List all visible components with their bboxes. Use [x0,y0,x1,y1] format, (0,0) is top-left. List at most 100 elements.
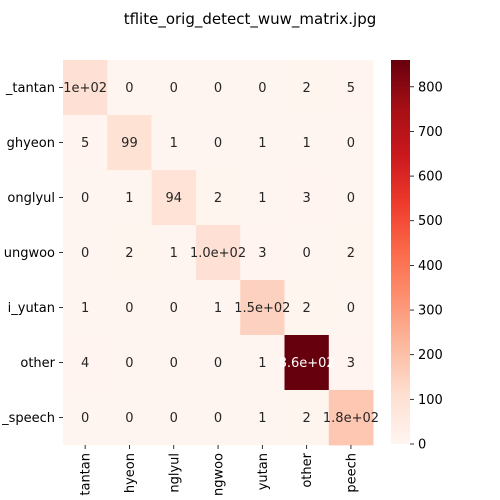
cell-value-label: 5 [347,81,355,96]
colorbar [391,60,410,444]
cell-value-label: 1 [303,136,311,151]
heatmap-cell [240,390,285,446]
cell-value-label: 3 [303,191,311,206]
heatmap-cell [151,170,197,226]
cell-value-label: 99 [121,136,138,151]
x-axis: tantan hyeon nglyul ngwoo yutan other peech [79,445,359,496]
cell-value-label: 3 [347,356,355,371]
heatmap-cell [195,225,241,281]
y-tick-label: _tantan [5,81,55,96]
heatmap-cell [107,60,152,116]
heatmap-cell [151,390,197,446]
heatmap-cells [63,60,374,446]
heatmap-cell [151,225,197,281]
cell-value-label: 1 [170,246,178,261]
heatmap-cell [240,60,285,116]
colorbar-tick-label: 0 [418,438,426,453]
cell-value-label: 0 [125,81,133,96]
cell-value-label: 0 [303,246,311,261]
heatmap-cell [195,390,241,446]
cell-value-label: 1.8e+02 [323,411,379,426]
y-tick-label: ungwoo [4,246,55,261]
heatmap-cell [240,280,285,336]
colorbar-tick-label: 400 [418,259,443,274]
cell-value-label: 0 [214,356,222,371]
heatmap-cell [63,225,108,281]
heatmap-cell [107,335,152,391]
heatmap-cell [284,170,330,226]
heatmap-cell-labels: 1e+02 0 0 0 0 2 5 5 99 1 0 1 1 0 0 1 94 2 1 3 0 0 2 1 1.0e+02 3 0 2… [63,81,379,426]
colorbar-axis: 0 100 200 300 400 500 600 700 800 [410,80,443,453]
cell-value-label: 0 [214,136,222,151]
y-tick-label: i_yutan [8,301,55,316]
colorbar-tick-label: 200 [418,348,443,363]
colorbar-tick-label: 300 [418,304,443,319]
heatmap-cell [328,390,374,446]
y-tick-label: ghyeon [7,136,55,151]
heatmap-cell [107,390,152,446]
cell-value-label: 0 [347,136,355,151]
heatmap-cell [284,115,330,171]
cell-value-label: 0 [170,356,178,371]
x-tick-label: peech [344,453,359,493]
heatmap-cell [151,115,197,171]
heatmap-cell [284,390,330,446]
cell-value-label: 1 [125,191,133,206]
heatmap-cell [63,115,108,171]
heatmap-cell [328,170,374,226]
cell-value-label: 5 [81,136,89,151]
cell-value-label: 2 [347,246,355,261]
cell-value-label: 0 [170,81,178,96]
cell-value-label: 94 [165,191,182,206]
cell-value-label: 0 [125,301,133,316]
cell-value-label: 0 [81,411,89,426]
cell-value-label: 1 [170,136,178,151]
cell-value-label: 0 [214,411,222,426]
cell-value-label: 1 [258,191,266,206]
cell-value-label: 0 [125,411,133,426]
colorbar-tick-label: 500 [418,214,443,229]
heatmap-cell [107,225,152,281]
heatmap-cell [195,280,241,336]
x-tick-label: nglyul [167,453,182,493]
y-tick-label: _speech [1,411,55,426]
colorbar-tick-label: 100 [418,393,443,408]
x-tick-label: yutan [256,453,271,490]
cell-value-label: 0 [170,301,178,316]
heatmap-cell [284,225,330,281]
heatmap-cell [63,170,108,226]
heatmap-cell [63,280,108,336]
heatmap-cell [284,335,330,391]
heatmap-cell [328,60,374,116]
cell-value-label: 0 [81,246,89,261]
cell-value-label: 1.5e+02 [234,301,290,316]
heatmap-cell [240,335,285,391]
cell-value-label: 4 [81,356,89,371]
heatmap-cell [328,335,374,391]
cell-value-label: 1 [81,301,89,316]
heatmap-cell [328,280,374,336]
colorbar-tick-label: 700 [418,125,443,140]
cell-value-label: 1 [258,356,266,371]
heatmap-cell [240,225,285,281]
heatmap-cell [151,60,197,116]
cell-value-label: 8.6e+02 [279,356,335,371]
cell-value-label: 0 [214,81,222,96]
y-tick-label: other [20,356,55,371]
cell-value-label: 0 [81,191,89,206]
cell-value-label: 2 [303,81,311,96]
colorbar-tick-label: 600 [418,170,443,185]
x-tick-label: tantan [79,453,94,496]
heatmap-cell [328,115,374,171]
cell-value-label: 2 [125,246,133,261]
cell-value-label: 3 [258,246,266,261]
cell-value-label: 1 [258,411,266,426]
heatmap-cell [284,60,330,116]
chart-title: tflite_orig_detect_wuw_matrix.jpg [124,10,377,29]
cell-value-label: 2 [303,411,311,426]
y-tick-label: onglyul [7,191,55,206]
cell-value-label: 1 [214,301,222,316]
